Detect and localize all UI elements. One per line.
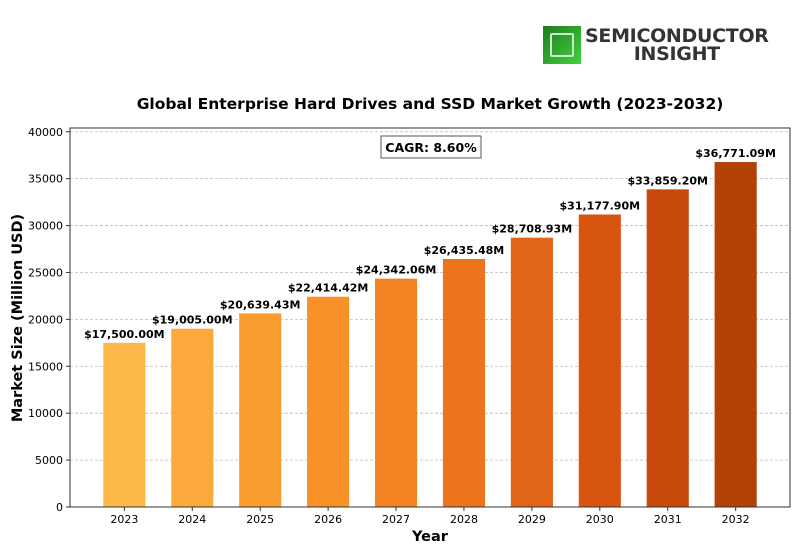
semiconductor-insight-logo: SEMICONDUCTOR INSIGHT — [543, 26, 769, 64]
data-label-2029: $28,708.93M — [492, 223, 573, 236]
bar-2030 — [578, 214, 621, 507]
bar-2032 — [714, 162, 757, 507]
data-label-2030: $31,177.90M — [560, 200, 641, 213]
data-label-2023: $17,500.00M — [84, 328, 165, 341]
cagr-annotation: CAGR: 8.60% — [380, 135, 482, 159]
x-tick-label: 2025 — [246, 513, 274, 526]
y-axis-label: Market Size (Million USD) — [10, 214, 26, 422]
x-tick-label: 2023 — [110, 513, 138, 526]
y-tick-label: 25000 — [28, 266, 63, 279]
data-label-2025: $20,639.43M — [220, 298, 301, 311]
data-label-2032: $36,771.09M — [695, 147, 776, 160]
bar-2027 — [374, 278, 418, 507]
chip-icon — [543, 26, 581, 64]
data-label-2024: $19,005.00M — [152, 314, 233, 327]
y-tick-label: 10000 — [28, 407, 63, 420]
y-tick-label: 15000 — [28, 360, 63, 373]
y-tick-label: 40000 — [28, 126, 63, 139]
y-tick-label: 35000 — [28, 173, 63, 186]
y-tick-label: 5000 — [35, 454, 63, 467]
bar-2023 — [103, 342, 146, 507]
x-tick-label: 2024 — [178, 513, 206, 526]
data-label-2031: $33,859.20M — [627, 174, 708, 187]
bar-2029 — [510, 237, 553, 507]
x-tick-label: 2028 — [450, 513, 478, 526]
x-tick-label: 2032 — [722, 513, 750, 526]
x-axis-label: Year — [411, 529, 449, 545]
bar-2025 — [239, 313, 282, 507]
x-tick-label: 2027 — [382, 513, 410, 526]
y-tick-label: 20000 — [28, 313, 63, 326]
y-tick-label: 30000 — [28, 220, 63, 233]
plot-frame — [69, 127, 791, 508]
x-tick-label: 2029 — [518, 513, 546, 526]
x-tick-label: 2031 — [654, 513, 682, 526]
y-tick-label: 0 — [56, 501, 63, 514]
logo-line-2: INSIGHT — [633, 43, 720, 65]
data-label-2027: $24,342.06M — [356, 264, 437, 277]
bar-2026 — [307, 296, 350, 507]
x-tick-label: 2026 — [314, 513, 342, 526]
logo-line-1: SEMICONDUCTOR — [585, 25, 769, 47]
chart-title: Global Enterprise Hard Drives and SSD Ma… — [137, 95, 724, 113]
bar-2028 — [442, 259, 486, 507]
bar-2031 — [646, 189, 689, 507]
cagr-text: CAGR: 8.60% — [385, 140, 477, 155]
data-label-2026: $22,414.42M — [288, 282, 369, 295]
data-label-2028: $26,435.48M — [424, 244, 505, 257]
x-tick-label: 2030 — [586, 513, 614, 526]
bar-2024 — [171, 328, 214, 507]
